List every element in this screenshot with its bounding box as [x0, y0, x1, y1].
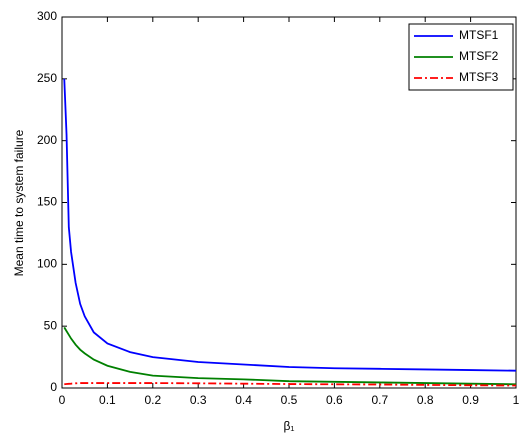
- x-tick-label: 0.8: [417, 393, 434, 407]
- y-tick-label: 50: [44, 318, 58, 332]
- y-tick-label: 200: [37, 133, 57, 147]
- y-tick-label: 100: [37, 257, 57, 271]
- x-tick-label: 0.2: [144, 393, 161, 407]
- y-tick-label: 250: [37, 71, 57, 85]
- legend-label: MTSF1: [459, 28, 499, 42]
- x-tick-label: 0.9: [462, 393, 479, 407]
- y-tick-label: 300: [37, 9, 57, 23]
- x-tick-label: 0: [59, 393, 66, 407]
- x-axis-label: β₁: [284, 419, 295, 433]
- x-tick-label: 0.4: [235, 393, 252, 407]
- series-line: [64, 382, 517, 387]
- series-line: [63, 78, 517, 372]
- y-tick-label: 0: [50, 380, 57, 394]
- x-tick-label: 0.1: [99, 393, 116, 407]
- x-tick-label: 1: [513, 393, 520, 407]
- x-tick-label: 0.7: [371, 393, 388, 407]
- x-tick-label: 0.6: [326, 393, 343, 407]
- x-tick-label: 0.3: [190, 393, 207, 407]
- y-axis-label: Mean time to system failure: [12, 129, 26, 276]
- y-tick-label: 150: [37, 195, 57, 209]
- legend-label: MTSF2: [459, 49, 499, 63]
- legend-label: MTSF3: [459, 70, 499, 84]
- x-tick-label: 0.5: [281, 393, 298, 407]
- series-line: [63, 326, 517, 386]
